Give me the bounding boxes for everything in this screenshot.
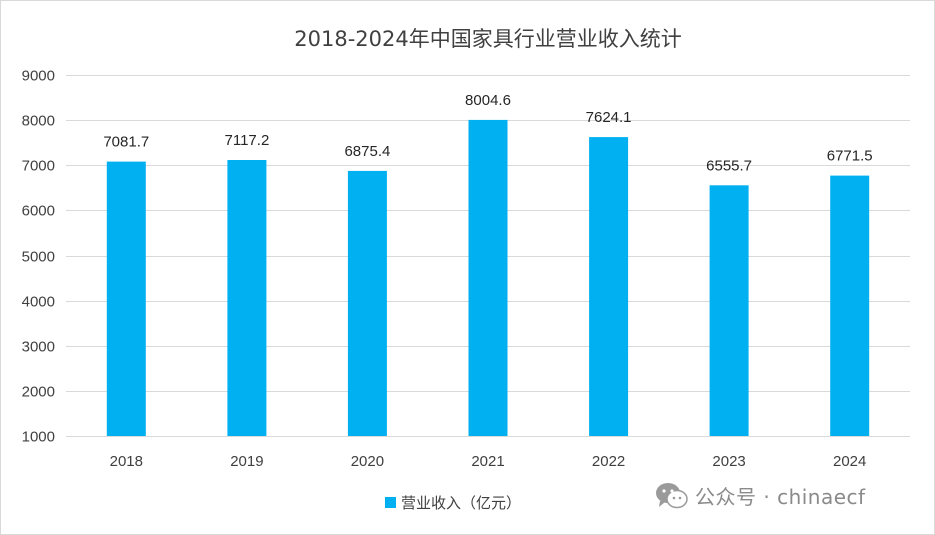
bar-2018	[106, 161, 146, 436]
x-tick-label-2023: 2023	[712, 453, 745, 470]
bar-2019	[227, 160, 267, 436]
x-tick-label-2022: 2022	[592, 453, 625, 470]
data-label-2024: 6771.5	[827, 148, 873, 165]
bar-2024	[830, 175, 870, 436]
y-tick-label: 1000	[22, 429, 55, 446]
x-axis-ticks: 2018 2019 2020 2021 2022 2023 2024	[110, 453, 867, 470]
chart-title: 2018-2024年中国家具行业营业收入统计	[294, 27, 681, 51]
bars	[106, 119, 870, 437]
legend-label: 营业收入（亿元）	[401, 494, 521, 512]
y-axis-ticks: 1000 2000 3000 4000 5000 6000 7000 8000 9000	[22, 68, 55, 446]
x-tick-label-2018: 2018	[110, 453, 143, 470]
data-label-2020: 6875.4	[344, 143, 390, 160]
y-tick-label: 2000	[22, 384, 55, 401]
y-tick-label: 4000	[22, 294, 55, 311]
data-label-2023: 6555.7	[706, 157, 752, 174]
y-tick-label: 9000	[22, 68, 55, 85]
data-label-2021: 8004.6	[465, 92, 511, 109]
legend: 营业收入（亿元）	[385, 494, 521, 512]
y-tick-label: 3000	[22, 339, 55, 356]
data-labels: 7081.7 7117.2 6875.4 8004.6 7624.1 6555.7 6771…	[103, 92, 872, 174]
x-tick-label-2020: 2020	[351, 453, 384, 470]
y-tick-label: 6000	[22, 203, 55, 220]
bar-2021	[468, 119, 508, 437]
watermark: 公众号 · chinaecf	[655, 481, 866, 510]
x-tick-label-2021: 2021	[471, 453, 504, 470]
data-label-2019: 7117.2	[225, 132, 270, 149]
x-tick-label-2024: 2024	[833, 453, 866, 470]
y-tick-label: 5000	[22, 249, 55, 266]
data-label-2018: 7081.7	[103, 134, 149, 151]
watermark-text: 公众号 · chinaecf	[695, 485, 866, 509]
y-tick-label: 8000	[22, 113, 55, 130]
data-label-2022: 7624.1	[586, 109, 632, 126]
bar-2020	[347, 170, 387, 436]
bar-2023	[709, 185, 749, 436]
bar-2022	[589, 137, 629, 436]
y-tick-label: 7000	[22, 158, 55, 175]
x-tick-label-2019: 2019	[230, 453, 263, 470]
wechat-icon	[655, 482, 689, 510]
legend-swatch	[385, 497, 396, 508]
